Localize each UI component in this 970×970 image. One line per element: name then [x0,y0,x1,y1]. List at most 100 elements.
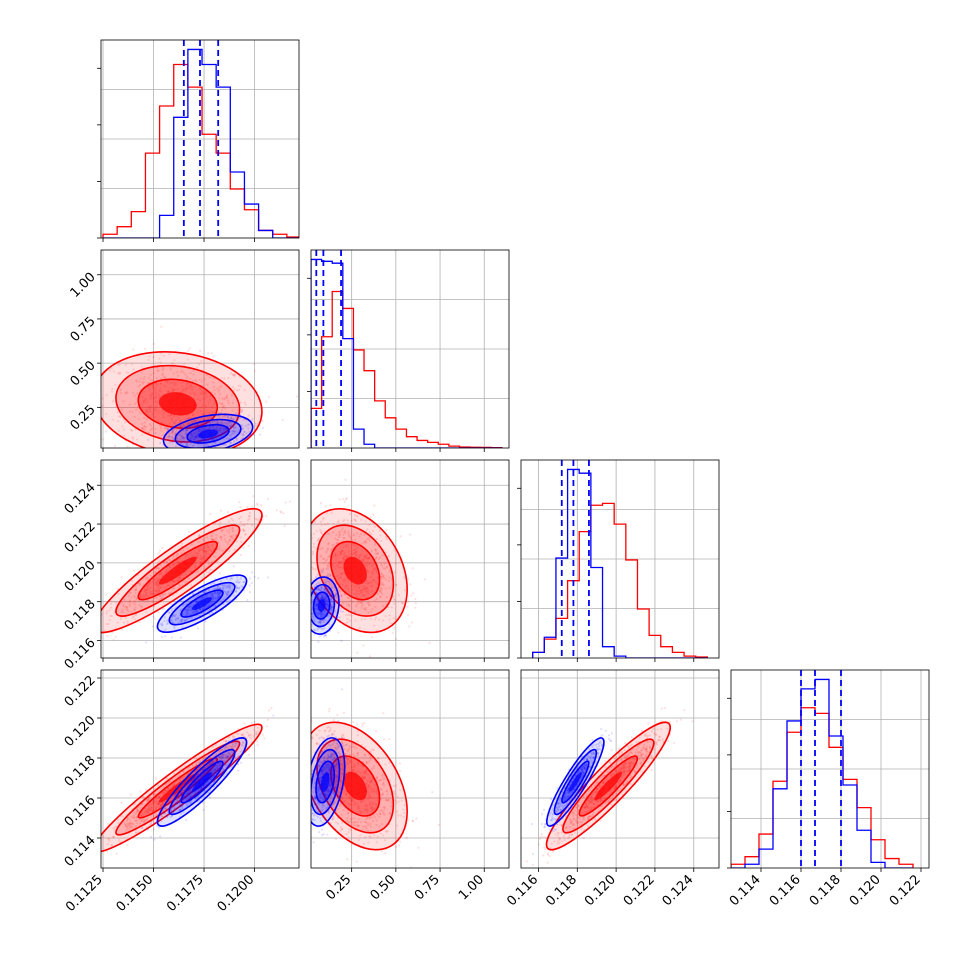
scatter-point [223,538,226,541]
scatter-point [189,609,192,612]
scatter-point [185,417,188,420]
scatter-point [381,573,384,576]
scatter-point [209,602,212,605]
scatter-point [154,388,157,392]
scatter-point [205,453,207,455]
scatter-point [341,610,344,613]
scatter-point [160,622,164,625]
scatter-point [69,369,71,371]
scatter-point [358,601,361,604]
scatter-point [393,627,396,630]
scatter-point [168,780,171,783]
scatter-point [362,594,365,597]
scatter-point [174,388,178,392]
scatter-point [188,377,192,380]
scatter-point [196,555,199,558]
scatter-point [196,456,198,458]
scatter-point [360,618,363,621]
scatter-point [179,419,182,423]
scatter-point [228,434,231,437]
scatter-point [337,589,341,592]
scatter-point [148,376,151,379]
series_b-contour [317,599,326,612]
scatter-point [248,584,251,587]
scatter-point [171,390,175,393]
scatter-point [218,595,221,598]
scatter-point [122,400,125,403]
scatter-point [158,573,161,576]
scatter-point [198,429,201,432]
scatter-point [329,503,332,507]
scatter-point [303,564,305,566]
scatter-point [221,583,224,587]
scatter-point [155,493,157,495]
scatter-point [181,380,185,384]
scatter-point [126,445,129,448]
scatter-point [179,420,182,423]
scatter-point [138,620,141,624]
scatter-point [196,423,199,426]
scatter-point [109,614,112,617]
scatter-point [129,826,132,829]
scatter-point [340,550,343,553]
scatter-point [332,522,335,525]
scatter-point [157,450,159,452]
scatter-point [170,609,173,612]
scatter-point [222,405,225,408]
scatter-point [343,518,346,521]
scatter-point [133,600,137,603]
scatter-point [390,606,393,609]
scatter-point [142,377,145,381]
scatter-point [131,410,134,414]
scatter-point [227,585,231,588]
scatter-point [315,611,318,615]
scatter-point [169,566,172,569]
scatter-point [213,587,216,590]
scatter-point [267,395,270,398]
scatter-point [373,504,376,507]
scatter-point [158,595,161,598]
scatter-point [364,608,367,611]
scatter-point [215,436,218,440]
scatter-point [218,385,221,389]
scatter-point [181,573,184,576]
scatter-point [142,594,146,597]
scatter-point [235,438,238,442]
scatter-point [229,578,232,581]
scatter-point [231,373,235,376]
scatter-point [196,432,199,435]
scatter-point [315,605,318,608]
scatter-point [220,435,223,438]
scatter-point [306,612,308,614]
scatter-point [222,426,226,429]
scatter-point [221,421,224,424]
scatter-point [355,586,358,589]
scatter-point [412,592,415,595]
scatter-point [195,453,197,455]
scatter-point [354,551,357,554]
scatter-point [164,570,168,573]
scatter-point [356,592,359,595]
scatter-point [326,580,329,583]
scatter-point [315,606,319,609]
scatter-point [144,347,147,351]
scatter-point [244,403,247,406]
scatter-point [323,589,326,592]
scatter-point [319,621,322,624]
scatter-point [342,497,345,501]
scatter-point [360,604,363,607]
scatter-point [161,372,164,375]
scatter-point [178,577,181,580]
scatter-point [340,529,343,532]
scatter-point [143,375,146,379]
scatter-point [388,576,391,579]
scatter-point [329,606,333,609]
scatter-point [190,420,194,424]
scatter-point [219,521,222,524]
scatter-point [317,537,321,540]
scatter-point [221,409,224,412]
scatter-point [98,394,100,396]
scatter-point [311,624,313,627]
scatter-point [186,608,190,611]
scatter-point [239,540,242,543]
